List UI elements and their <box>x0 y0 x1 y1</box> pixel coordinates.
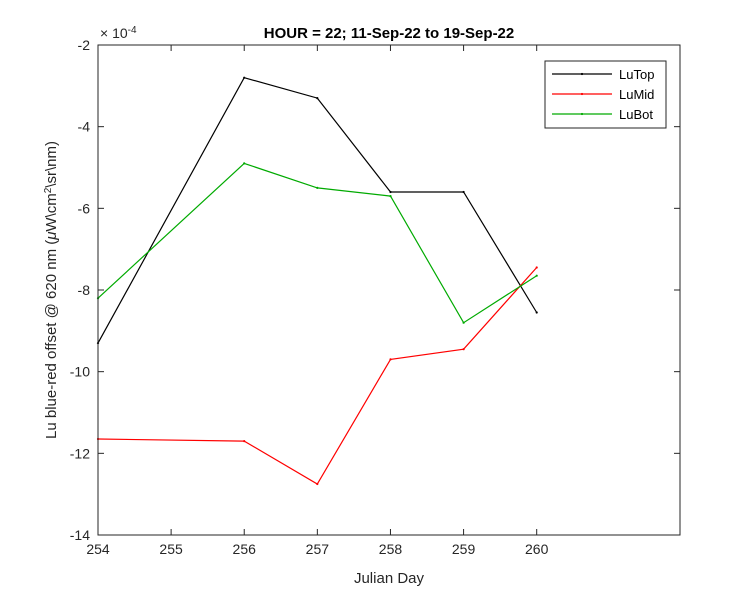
legend-items: LuTop LuMid LuBot <box>552 67 654 122</box>
y-tick-label: -6 <box>78 200 91 216</box>
legend-label-lubot: LuBot <box>619 107 653 122</box>
y-tick-label: -2 <box>78 37 91 53</box>
data-point <box>462 348 465 351</box>
x-tick-label: 255 <box>159 541 183 557</box>
x-tick-label: 257 <box>306 541 330 557</box>
data-point <box>389 195 392 198</box>
y-tick-label: -10 <box>70 364 90 380</box>
x-tick-label: 254 <box>86 541 110 557</box>
legend-marker <box>580 112 584 116</box>
series-line-lutop <box>97 76 538 344</box>
legend-label-lutop: LuTop <box>619 67 654 82</box>
y-tick-label: -4 <box>78 119 91 135</box>
data-point <box>535 274 538 277</box>
y-axis-exponent: × 10-4 <box>100 25 137 42</box>
chart-title: HOUR = 22; 11-Sep-22 to 19-Sep-22 <box>264 25 515 42</box>
series-line-lubot <box>97 162 538 324</box>
series-line-lumid <box>97 267 538 485</box>
data-point <box>535 311 538 314</box>
x-tick-label: 258 <box>379 541 403 557</box>
legend-marker <box>580 72 584 76</box>
series-layer <box>96 76 538 486</box>
legend-marker <box>580 92 584 96</box>
data-point <box>462 321 465 324</box>
data-point <box>243 76 246 79</box>
x-tick-label: 260 <box>525 541 549 557</box>
legend-label-lumid: LuMid <box>619 87 654 102</box>
x-tick-label: 259 <box>452 541 476 557</box>
data-point <box>316 97 319 100</box>
ticks-layer: 254 255 256 257 258 259 260 -14 -12 -10 -8 -6 -4 -2 <box>70 37 680 557</box>
y-axis-label: Lu blue-red offset @ 620 nm (μW\cm2\sr\n… <box>43 141 61 439</box>
data-point <box>243 440 246 443</box>
data-point <box>316 482 319 486</box>
legend: LuTop LuMid LuBot <box>544 60 667 129</box>
data-point <box>462 190 465 194</box>
data-point <box>535 266 538 269</box>
data-point <box>243 162 246 165</box>
y-tick-label: -12 <box>70 445 90 461</box>
data-point <box>316 186 319 189</box>
y-tick-label: -8 <box>78 282 91 298</box>
x-tick-label: 256 <box>233 541 257 557</box>
data-point <box>389 358 392 361</box>
x-axis-label: Julian Day <box>354 570 425 587</box>
y-tick-label: -14 <box>70 527 90 543</box>
data-point <box>389 190 392 194</box>
